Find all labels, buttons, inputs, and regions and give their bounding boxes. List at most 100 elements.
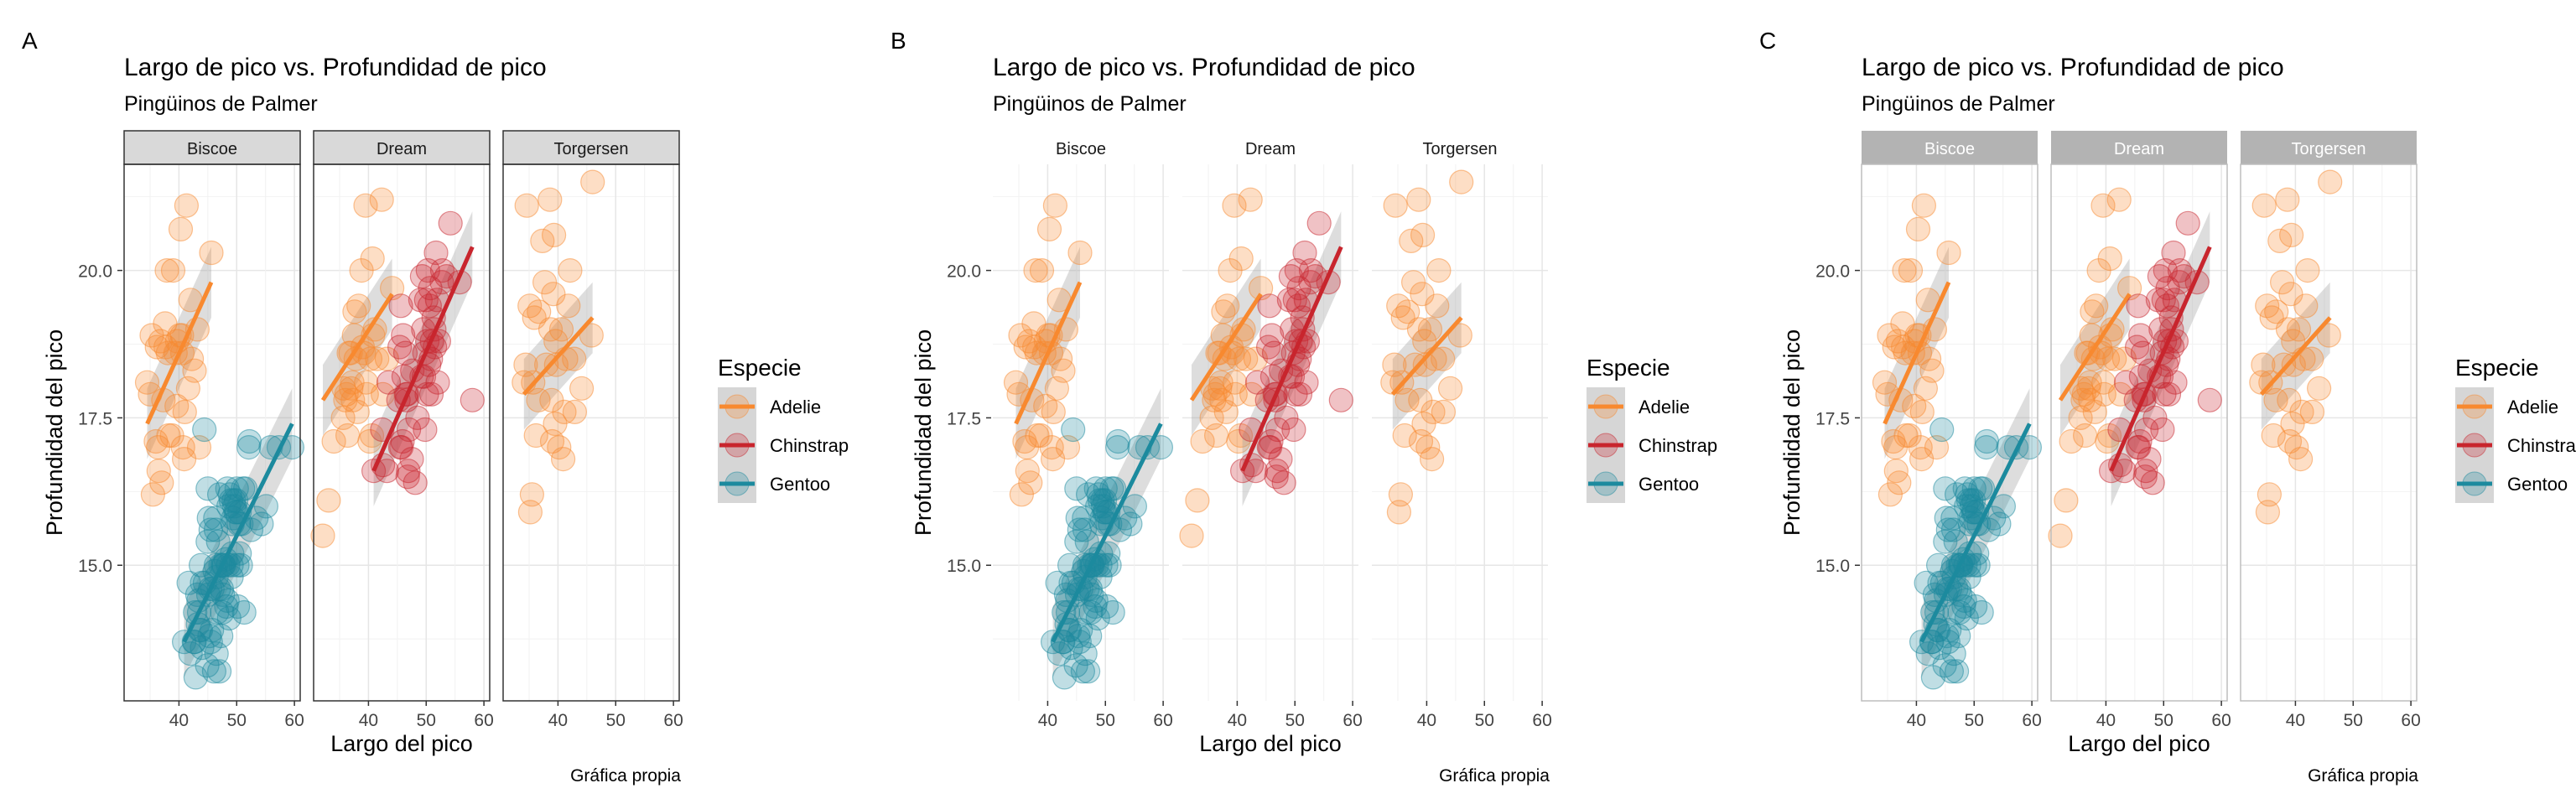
data-point-adelie <box>1215 293 1240 319</box>
fit-line-adelie <box>145 281 214 425</box>
data-point-gentoo <box>1939 659 1964 684</box>
data-point-gentoo <box>1105 428 1130 454</box>
data-point-adelie <box>345 399 370 424</box>
data-point-adelie <box>1213 399 1239 424</box>
data-point-adelie <box>1036 216 1062 241</box>
facet-strip <box>313 130 491 165</box>
y-tick-label: 17.5 <box>78 409 112 428</box>
data-point-adelie <box>2271 352 2297 377</box>
x-tick-label: 40 <box>1907 711 1926 730</box>
y-tick-label: 20.0 <box>947 262 981 282</box>
data-point-adelie <box>1029 258 1055 283</box>
data-point-gentoo <box>1076 659 1101 684</box>
data-point-adelie <box>1892 258 1917 283</box>
data-point-adelie <box>1909 399 1935 424</box>
facet-label: Dream <box>1245 140 1296 158</box>
data-point-gentoo <box>1933 476 1958 501</box>
data-point-adelie <box>523 423 548 449</box>
data-point-gentoo <box>1974 428 1999 454</box>
data-point-gentoo <box>1961 476 1987 501</box>
data-point-gentoo <box>219 564 244 589</box>
data-point-chinstrap <box>2150 417 2175 443</box>
data-point-chinstrap <box>1259 323 1285 348</box>
data-point-chinstrap <box>1268 446 1293 472</box>
data-point-adelie <box>310 523 335 548</box>
data-point-adelie <box>160 258 186 283</box>
data-point-adelie <box>538 187 563 212</box>
x-tick-label: 40 <box>169 711 189 730</box>
legend-label: Gentoo <box>1639 474 1699 495</box>
facet-dream: Dream 40 50 60 <box>1179 140 1363 730</box>
data-point-adelie <box>2316 323 2341 348</box>
fit-line-adelie <box>1883 281 1951 425</box>
data-point-adelie <box>1386 500 1412 525</box>
x-tick-label: 60 <box>474 711 493 730</box>
data-point-adelie <box>149 470 174 495</box>
data-point-adelie <box>1426 258 1452 283</box>
data-point-adelie <box>346 293 371 319</box>
data-point-chinstrap <box>2126 293 2151 319</box>
facet-dream: Dream 40 50 60 <box>2048 131 2231 730</box>
data-point-adelie <box>1185 488 1210 513</box>
data-point-gentoo <box>1100 599 1125 625</box>
data-point-adelie <box>1417 317 1443 342</box>
x-tick-label: 50 <box>606 711 626 730</box>
facet-border <box>313 163 491 702</box>
facet-strip <box>123 130 301 165</box>
y-axis-label: Profundidad del pico <box>42 329 67 536</box>
data-point-adelie <box>369 187 394 212</box>
x-tick-label: 50 <box>1475 711 1494 730</box>
data-point-adelie <box>1431 346 1456 371</box>
data-point-chinstrap <box>2142 405 2168 430</box>
data-point-adelie <box>1420 399 1446 424</box>
facet-border <box>123 163 301 702</box>
data-point-adelie <box>1392 423 1417 449</box>
data-point-adelie <box>1437 376 1463 401</box>
data-point-chinstrap <box>391 323 416 348</box>
data-point-adelie <box>2048 523 2073 548</box>
data-point-gentoo <box>210 599 235 625</box>
data-point-adelie <box>1012 428 1037 454</box>
facet-torgersen: Torgersen 40 50 60 <box>2240 131 2421 730</box>
data-point-adelie <box>1399 228 1424 253</box>
data-point-adelie <box>2263 387 2288 412</box>
data-point-chinstrap <box>2156 381 2182 407</box>
data-point-adelie <box>2059 428 2084 454</box>
data-point-adelie <box>541 222 567 247</box>
fit-line-adelie <box>522 316 595 396</box>
chart-subtitle: Pingüinos de Palmer <box>993 92 1187 116</box>
data-point-adelie <box>533 352 559 377</box>
chart-caption: Gráfica propia <box>1439 766 1550 786</box>
facet-biscoe: Biscoe 40 50 60 <box>1861 131 2042 730</box>
legend-label: Adelie <box>1639 397 1690 417</box>
data-point-gentoo <box>195 476 221 501</box>
data-point-adelie <box>1449 169 1474 194</box>
data-point-adelie <box>569 376 595 401</box>
data-point-gentoo <box>1057 552 1083 578</box>
data-point-chinstrap <box>2140 470 2165 495</box>
legend-title: Especie <box>1587 355 1670 381</box>
fit-line-chinstrap <box>1240 246 1343 472</box>
data-point-adelie <box>2084 293 2109 319</box>
facet-strip <box>502 130 680 165</box>
data-point-adelie <box>2299 399 2325 424</box>
data-point-adelie <box>2097 246 2122 272</box>
data-point-adelie <box>1179 523 1204 548</box>
data-point-adelie <box>2106 187 2132 212</box>
data-point-gentoo <box>253 494 278 519</box>
data-point-chinstrap <box>1306 210 1332 236</box>
data-point-chinstrap <box>1328 387 1353 412</box>
data-point-adelie <box>1067 240 1093 266</box>
data-point-adelie <box>1406 317 1432 342</box>
facet-border <box>2240 163 2418 702</box>
data-point-adelie <box>1041 399 1066 424</box>
data-point-adelie <box>1919 358 1945 383</box>
data-point-adelie <box>2288 446 2314 472</box>
data-point-adelie <box>1222 193 1247 218</box>
fit-line-chinstrap <box>2109 246 2212 472</box>
data-point-adelie <box>172 399 197 424</box>
data-point-adelie <box>154 258 179 283</box>
data-point-adelie <box>2275 317 2301 342</box>
data-point-gentoo <box>1929 417 1955 443</box>
